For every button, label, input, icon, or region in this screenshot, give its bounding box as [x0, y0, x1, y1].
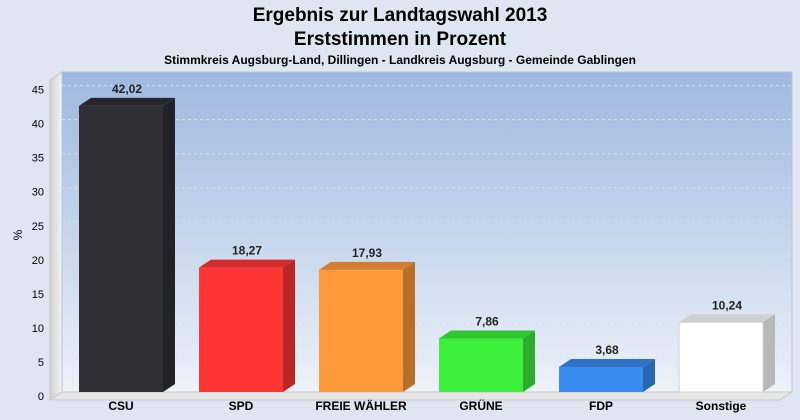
- plot-area: [61, 71, 793, 393]
- y-tick-label: 15: [32, 289, 44, 301]
- bar-front: [678, 321, 764, 393]
- bar-side: [643, 358, 655, 392]
- bar-top: [199, 259, 295, 268]
- bar-top: [79, 97, 175, 106]
- data-label: 7,86: [475, 314, 499, 328]
- y-tick-label: 0: [38, 391, 44, 403]
- data-label: 3,68: [595, 343, 619, 357]
- bar-grüne[interactable]: [439, 330, 535, 392]
- data-label: 42,02: [112, 82, 142, 96]
- bar-fdp[interactable]: [559, 358, 655, 392]
- y-tick-label: 45: [32, 85, 44, 97]
- bar-front: [319, 269, 403, 392]
- bar-sonstige[interactable]: [678, 314, 775, 393]
- chart-subtitle: Stimmkreis Augsburg-Land, Dillingen - La…: [164, 53, 636, 67]
- x-tick-label: FREIE WÄHLER: [315, 398, 407, 413]
- data-label: 10,24: [712, 298, 742, 312]
- y-tick-label: 25: [32, 221, 44, 233]
- bar-front: [79, 105, 163, 393]
- x-tick-label: Sonstige: [696, 399, 747, 413]
- bar-top: [679, 314, 775, 323]
- y-tick-label: 10: [32, 323, 44, 335]
- bar-front: [559, 366, 643, 392]
- y-axis-label: %: [11, 229, 25, 240]
- floor: [48, 391, 794, 401]
- x-tick-label: FDP: [589, 399, 613, 413]
- bar-side: [523, 330, 535, 392]
- bar-freie-wähler[interactable]: [319, 261, 415, 392]
- y-tick-label: 30: [32, 187, 44, 199]
- chart-title: Ergebnis zur Landtagswahl 2013 Erststimm…: [252, 5, 548, 50]
- y-tick-label: 40: [32, 119, 44, 131]
- data-label: 18,27: [232, 244, 262, 258]
- data-label: 17,93: [352, 246, 382, 260]
- bar-csu[interactable]: [79, 97, 175, 393]
- bar-front: [199, 267, 283, 392]
- bar-top: [559, 358, 655, 367]
- side-wall: [49, 71, 63, 401]
- y-tick-label: 5: [38, 357, 44, 369]
- y-tick-label: 35: [32, 153, 44, 165]
- bar-spd[interactable]: [199, 259, 295, 392]
- y-tick-label: 20: [32, 255, 44, 267]
- bar-front: [439, 338, 523, 392]
- bar-side: [403, 261, 415, 392]
- x-tick-label: CSU: [108, 399, 133, 413]
- bar-side: [163, 97, 175, 393]
- bar-side: [763, 314, 775, 392]
- x-tick-label: SPD: [229, 399, 254, 413]
- bar-side: [283, 259, 295, 392]
- bar-top: [319, 261, 415, 270]
- bar-top: [439, 330, 535, 339]
- x-tick-label: GRÜNE: [459, 398, 502, 413]
